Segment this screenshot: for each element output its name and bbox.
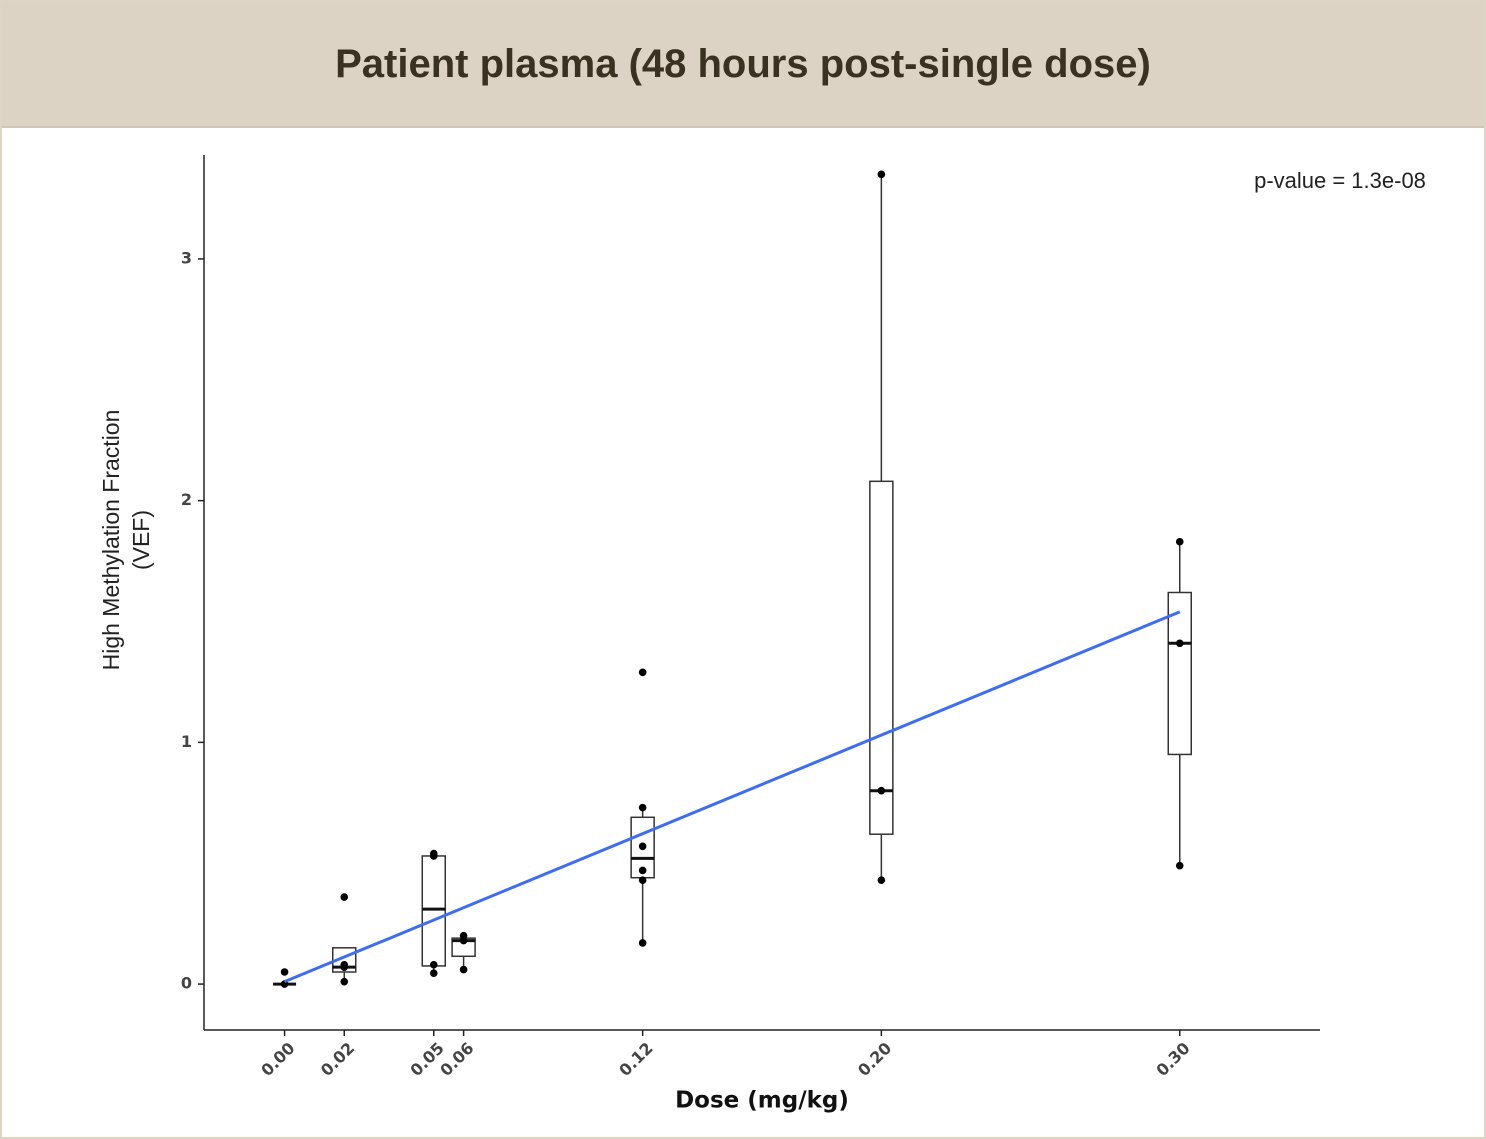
box — [869, 480, 894, 835]
data-point — [638, 803, 647, 812]
data-point — [638, 866, 647, 875]
y-tick-label: 0 — [181, 974, 192, 993]
y-axis-label: High Methylation Fraction — [98, 410, 124, 671]
x-tick-label: 0.02 — [317, 1039, 358, 1080]
data-point — [340, 963, 349, 971]
data-point — [877, 876, 886, 884]
annotation: p-value = 1.3e-08 — [1254, 168, 1426, 193]
x-tick-label: 0.05 — [406, 1039, 447, 1080]
header: Patient plasma (48 hours post-single dos… — [2, 2, 1484, 128]
data-point — [459, 936, 468, 945]
data-point — [638, 939, 647, 947]
chart-title: Patient plasma (48 hours post-single dos… — [335, 42, 1151, 86]
x-tick-label: 0.06 — [436, 1039, 477, 1080]
x-axis-label: Dose (mg/kg) — [675, 1088, 849, 1114]
data-point — [638, 668, 647, 677]
data-point — [1175, 537, 1184, 546]
data-point — [638, 876, 647, 884]
box — [421, 855, 447, 967]
data-point — [1175, 861, 1184, 870]
box — [1167, 591, 1193, 756]
y-tick-label: 3 — [181, 248, 192, 267]
y-axis-label: (VEF) — [128, 510, 154, 570]
data-point — [459, 965, 468, 974]
data-point — [877, 786, 886, 795]
x-tick-label: 0.12 — [615, 1039, 656, 1080]
box — [331, 947, 357, 973]
data-point — [429, 852, 438, 860]
regression-line — [283, 610, 1181, 984]
data-point — [280, 968, 289, 976]
data-point — [429, 969, 438, 977]
data-point — [340, 893, 349, 901]
data-point — [1175, 639, 1184, 648]
data-point — [429, 960, 438, 969]
data-point — [638, 842, 647, 851]
x-tick-label: 0.00 — [257, 1039, 298, 1080]
y-tick-label: 1 — [181, 732, 192, 751]
data-point — [877, 170, 886, 179]
y-tick-label: 2 — [181, 490, 192, 509]
x-tick-label: 0.30 — [1152, 1039, 1193, 1080]
x-tick-label: 0.20 — [854, 1039, 895, 1080]
data-point — [340, 977, 349, 986]
